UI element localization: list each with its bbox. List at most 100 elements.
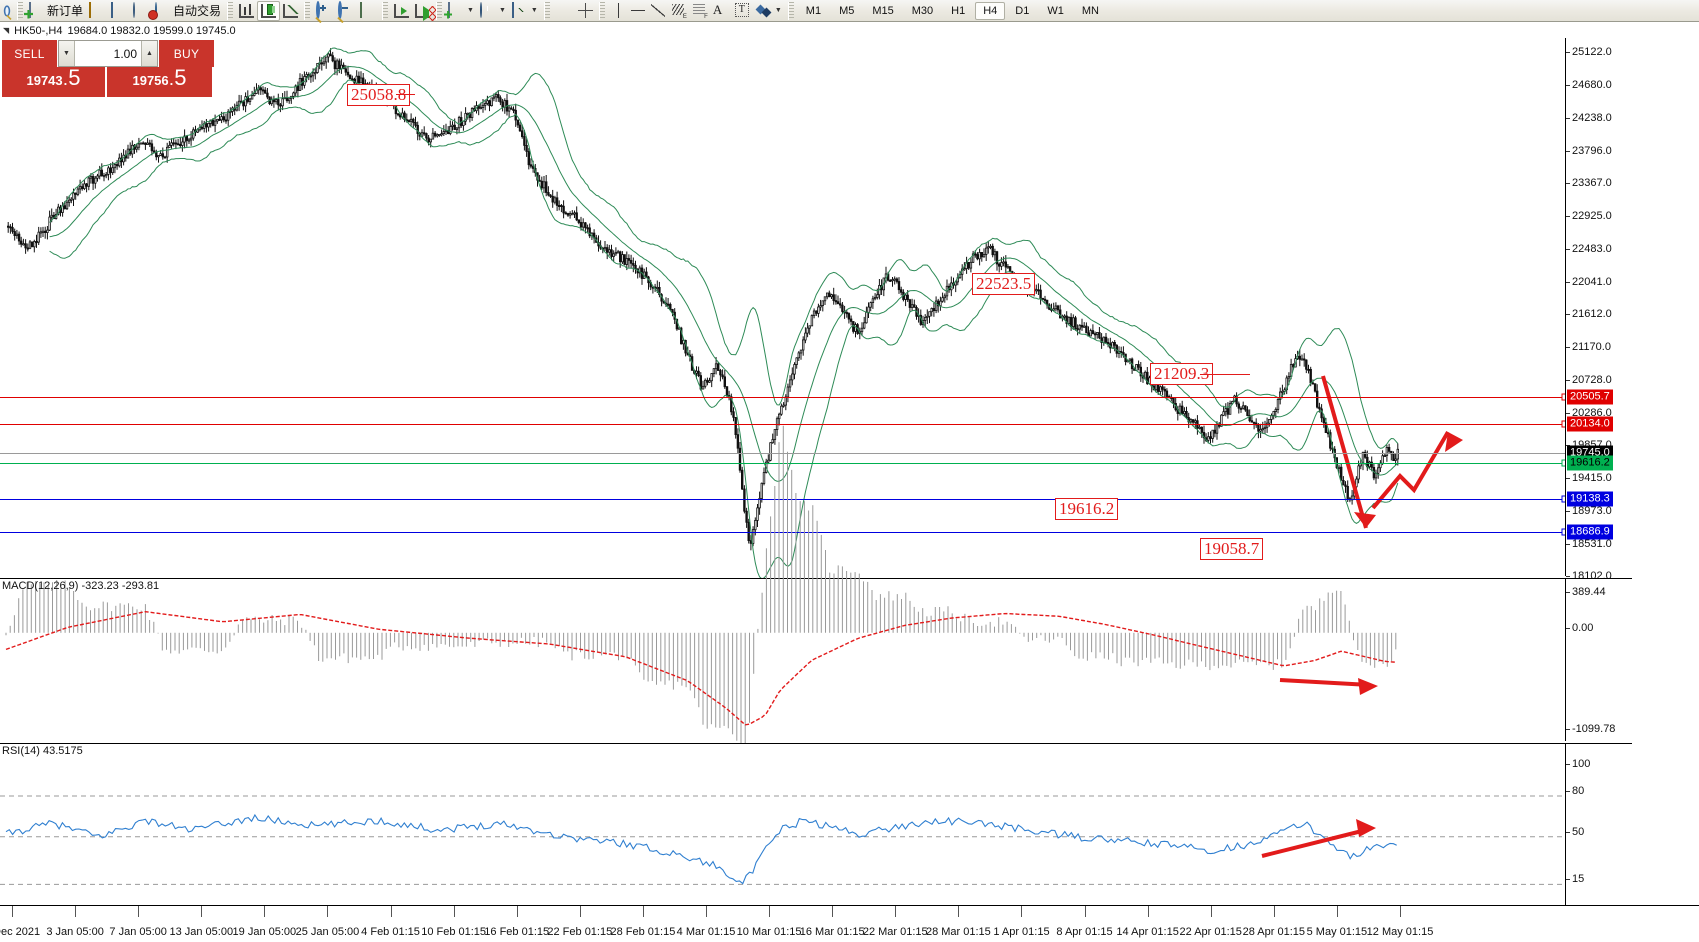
signals-button[interactable] (130, 1, 152, 21)
axis-tick (1566, 151, 1570, 152)
axis-tick-label: 23796.0 (1572, 145, 1612, 157)
candlestick-chart-button[interactable] (257, 0, 281, 21)
sell-price[interactable]: 19743 . 5 (2, 67, 107, 97)
zoom-out-icon (338, 0, 354, 19)
ohlc-values: 19684.0 19832.0 19599.0 19745.0 (67, 24, 236, 37)
axis-tick (1566, 52, 1570, 54)
fibonacci-tool-button[interactable]: E (668, 1, 689, 21)
price-level-line[interactable] (0, 396, 1565, 398)
rsi-axis[interactable]: 100 80 50 15 (1565, 744, 1632, 905)
time-tick-label: 16 Feb 01:15 (484, 926, 550, 938)
rsi-pane[interactable]: RSI(14) 43.5175 100 80 50 15 (0, 743, 1632, 905)
shapes-icon (757, 4, 772, 18)
toolbar-separator (17, 1, 23, 20)
price-level-line[interactable] (0, 532, 1565, 534)
timeframe-m30-button[interactable]: M30 (911, 4, 934, 17)
toolbar-collapse-handle[interactable] (0, 1, 14, 21)
time-tick-label: 10 Feb 01:15 (421, 926, 487, 938)
clock-icon (479, 1, 496, 19)
price-chart-canvas (7, 47, 1463, 580)
chevron-down-icon[interactable]: ▼ (467, 7, 474, 14)
price-level-tag[interactable]: 20134.0 (1567, 416, 1613, 432)
buy-button[interactable]: BUY (158, 40, 214, 67)
timeframe-m15-button[interactable]: M15 (872, 4, 894, 17)
expert-advisors-button[interactable] (86, 1, 108, 21)
chevron-down-icon[interactable]: ▼ (530, 7, 538, 14)
cursor-tool-button[interactable] (553, 1, 575, 21)
vertical-line-tool-button[interactable] (608, 1, 628, 21)
market-book-button[interactable] (108, 1, 130, 21)
chevron-down-icon[interactable]: ▼ (774, 7, 782, 14)
price-level-line[interactable] (0, 424, 1565, 426)
price-level-line[interactable] (0, 453, 1565, 455)
axis-tick-label: 22483.0 (1572, 243, 1612, 255)
line-chart-button[interactable] (280, 1, 301, 21)
time-tick-label: 5 May 01:15 (1306, 926, 1368, 938)
sell-button[interactable]: SELL (2, 40, 58, 67)
diamond-icon (89, 1, 105, 19)
horizontal-line-tool-button[interactable] (628, 1, 648, 21)
timeframe-mn-button[interactable]: MN (1081, 4, 1099, 17)
bar-chart-button[interactable] (236, 1, 257, 21)
chart-annotation-label[interactable]: 19616.2 (1055, 498, 1119, 520)
auto-trading-button[interactable]: 自动交易 (152, 1, 224, 21)
price-level-tag[interactable]: 20505.7 (1567, 389, 1613, 405)
timeframe-m1-button[interactable]: M1 (805, 4, 822, 17)
price-level-line[interactable] (0, 498, 1565, 500)
price-level-line[interactable] (0, 462, 1565, 464)
timeframe-m5-button[interactable]: M5 (839, 4, 855, 17)
toolbar-separator (227, 1, 234, 20)
macd-pane[interactable]: MACD(12,26,9) -323.23 -293.81 389.44 0.00… (0, 425, 1632, 753)
auto-scroll-icon (394, 3, 410, 18)
time-tick-label: 16 Mar 01:15 (799, 926, 865, 938)
text-label-tool-button[interactable]: A (710, 1, 732, 21)
data-window-button[interactable] (357, 1, 379, 21)
text-box-tool-button[interactable]: T (732, 1, 754, 21)
price-pane[interactable]: 25058.822523.521209.319616.219058.718236… (0, 38, 1632, 613)
axis-tick-label: -1099.78 (1572, 723, 1616, 735)
price-axis[interactable]: 25122.0 24680.0 24238.0 23796.0 23367.0 22925… (1565, 38, 1632, 582)
timeframe-h4-button[interactable]: H4 (975, 1, 1006, 20)
crosshair-tool-button[interactable] (575, 1, 596, 21)
chart-shift-button[interactable] (412, 1, 437, 21)
trendline-tool-button[interactable] (648, 1, 668, 21)
volume-stepper[interactable]: ▼ 1.00 ▲ (58, 40, 158, 67)
volume-value[interactable]: 1.00 (113, 46, 137, 61)
macd-axis[interactable]: 389.44 0.00 -1099.78 (1565, 579, 1632, 741)
chart-annotation-label[interactable]: 19058.7 (1200, 538, 1264, 560)
timeframe-h1-button[interactable]: H1 (951, 4, 966, 17)
axis-tick (1566, 510, 1570, 512)
new-order-button[interactable]: 新订单 (26, 1, 86, 21)
buy-price[interactable]: 19756 . 5 (107, 67, 212, 97)
zoom-in-button[interactable] (313, 0, 335, 21)
axis-tick-label: 25122.0 (1572, 46, 1612, 59)
volume-decrease-button[interactable]: ▼ (59, 41, 75, 66)
zoom-out-button[interactable] (335, 0, 357, 21)
shapes-tool-button[interactable]: ▼ (754, 1, 785, 21)
sell-price-integer: 19743 (26, 73, 63, 88)
time-tick (327, 906, 329, 917)
chevron-down-icon[interactable]: ▼ (498, 7, 506, 14)
trade-panel-top-row: SELL ▼ 1.00 ▲ BUY (2, 40, 214, 67)
chart-annotation-label[interactable]: 25058.8 (347, 84, 411, 106)
time-tick-label: 22 Apr 01:15 (1179, 926, 1242, 938)
templates-button[interactable]: ▼ (509, 1, 541, 21)
axis-tick-label: 22041.0 (1572, 275, 1612, 288)
auto-scroll-button[interactable] (391, 1, 412, 21)
timeframe-d1-button[interactable]: D1 (1015, 4, 1030, 17)
chart-area[interactable]: 25058.822523.521209.319616.219058.718236… (0, 38, 1699, 905)
timeframe-w1-button[interactable]: W1 (1047, 4, 1064, 17)
price-level-tag[interactable]: 19138.3 (1567, 491, 1613, 507)
price-level-tag[interactable]: 19616.2 (1567, 455, 1613, 471)
price-level-tag[interactable]: 18686.9 (1567, 524, 1613, 540)
time-tick (1147, 906, 1149, 917)
chart-menu-icon[interactable]: ◥ (3, 26, 10, 35)
periods-button[interactable]: ▼ (477, 1, 509, 21)
indicators-button[interactable]: ▼ (445, 1, 477, 21)
volume-increase-button[interactable]: ▲ (141, 41, 157, 66)
channel-tool-button[interactable]: F (689, 1, 710, 21)
chart-annotation-label[interactable]: 21209.3 (1150, 363, 1214, 385)
chart-annotation-label[interactable]: 22523.5 (972, 273, 1036, 295)
